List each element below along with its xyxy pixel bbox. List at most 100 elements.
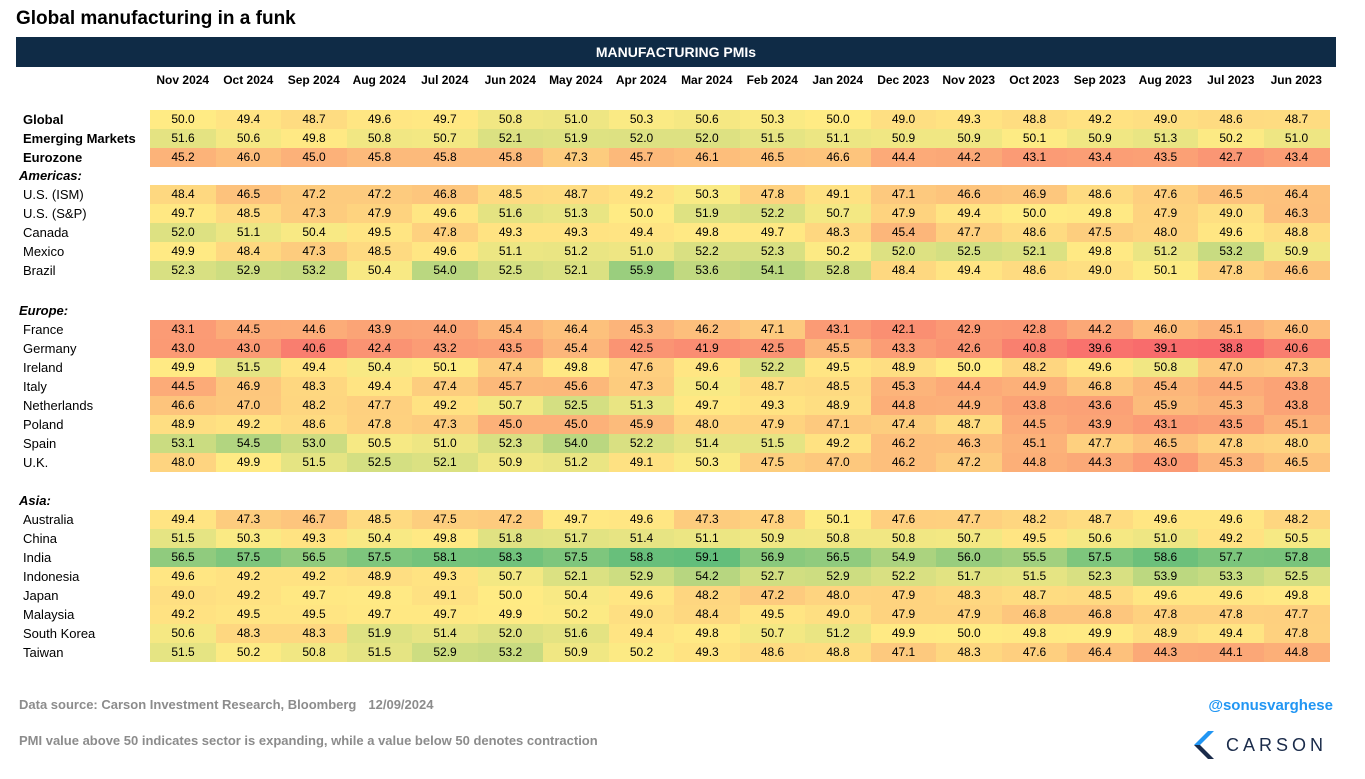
heatmap-cell: 44.2 [1067,320,1134,339]
heatmap-cell: 48.9 [805,396,872,415]
heatmap-cell: 43.6 [1067,396,1134,415]
heatmap-cell: 50.4 [346,261,413,280]
heatmap-cell: 47.7 [936,510,1003,529]
heatmap-cell: 50.1 [412,358,479,377]
heatmap-cell: 53.6 [674,261,741,280]
data-source-text: Data source: Carson Investment Research,… [19,697,357,712]
heatmap-cell: 52.0 [150,223,217,242]
heatmap-cell: 49.8 [1263,586,1330,605]
twitter-handle[interactable]: @sonusvarghese [1208,697,1333,714]
heatmap-cell: 49.2 [805,434,872,453]
column-header: Sep 2023 [1073,73,1126,87]
heatmap-cell: 42.7 [1198,148,1265,167]
heatmap-cell: 50.9 [543,643,610,662]
heatmap-cell: 49.4 [1198,624,1265,643]
heatmap-cell: 47.3 [412,415,479,434]
heatmap-cell: 52.9 [215,261,282,280]
heatmap-cell: 52.2 [739,204,806,223]
heatmap-cell: 47.2 [346,185,413,204]
heatmap-cell: 50.9 [1263,242,1330,261]
data-source: Data source: Carson Investment Research,… [19,697,433,712]
heatmap-cell: 44.5 [150,377,217,396]
heatmap-cell: 43.8 [1263,396,1330,415]
heatmap-cell: 47.4 [870,415,937,434]
heatmap-cell: 49.7 [346,605,413,624]
heatmap-cell: 47.9 [870,586,937,605]
row-label: Taiwan [23,645,64,660]
heatmap-cell: 50.0 [477,586,544,605]
heatmap-cell: 47.8 [1198,605,1265,624]
heatmap-cell: 50.9 [936,129,1003,148]
heatmap-cell: 49.7 [543,510,610,529]
row-label: Netherlands [23,398,94,413]
heatmap-cell: 48.0 [1132,223,1199,242]
heatmap-cell: 50.1 [805,510,872,529]
heatmap-cell: 50.3 [674,185,741,204]
heatmap-cell: 52.5 [477,261,544,280]
heatmap-cell: 51.5 [150,643,217,662]
heatmap-cell: 44.5 [1001,415,1068,434]
heatmap-cell: 49.2 [281,567,348,586]
heatmap-cell: 50.8 [477,110,544,129]
heatmap-cell: 49.9 [150,358,217,377]
heatmap-cell: 39.6 [1067,339,1134,358]
heatmap-cell: 44.9 [936,396,1003,415]
heatmap-cell: 51.4 [674,434,741,453]
heatmap-cell: 49.8 [412,529,479,548]
heatmap-cell: 49.9 [1067,624,1134,643]
row-label: Brazil [23,263,56,278]
heatmap-cell: 50.8 [805,529,872,548]
heatmap-cell: 57.5 [543,548,610,567]
heatmap-cell: 47.2 [281,185,348,204]
heatmap-cell: 45.1 [1263,415,1330,434]
heatmap-cell: 50.2 [608,643,675,662]
heatmap-cell: 46.8 [1067,377,1134,396]
heatmap-cell: 48.6 [1001,261,1068,280]
heatmap-cell: 47.8 [412,223,479,242]
heatmap-cell: 51.3 [1132,129,1199,148]
heatmap-cell: 43.1 [805,320,872,339]
heatmap-cell: 53.1 [150,434,217,453]
heatmap-cell: 50.7 [739,624,806,643]
heatmap-cell: 49.8 [674,223,741,242]
heatmap-cell: 50.9 [739,529,806,548]
heatmap-cell: 47.7 [1263,605,1330,624]
heatmap-cell: 49.3 [281,529,348,548]
heatmap-cell: 50.0 [936,624,1003,643]
heatmap-cell: 45.1 [1001,434,1068,453]
heatmap-cell: 46.2 [674,320,741,339]
heatmap-cell: 49.3 [477,223,544,242]
column-header: Nov 2024 [156,73,210,87]
carson-logo-icon [1193,731,1214,759]
heatmap-cell: 45.3 [870,377,937,396]
row-label: Canada [23,225,69,240]
heatmap-cell: 49.6 [346,110,413,129]
heatmap-cell: 47.6 [608,358,675,377]
heatmap-cell: 47.1 [870,643,937,662]
row-label: South Korea [23,626,96,641]
column-header: May 2024 [549,73,603,87]
heatmap-cell: 49.9 [870,624,937,643]
heatmap-cell: 49.2 [1067,110,1134,129]
column-header: Jul 2023 [1207,73,1255,87]
heatmap-cell: 49.0 [150,586,217,605]
heatmap-cell: 51.0 [412,434,479,453]
heatmap-cell: 56.5 [805,548,872,567]
heatmap-cell: 48.2 [1001,510,1068,529]
heatmap-cell: 40.8 [1001,339,1068,358]
heatmap-cell: 55.5 [1001,548,1068,567]
heatmap-cell: 51.4 [412,624,479,643]
row-label: Spain [23,436,57,451]
heatmap-cell: 56.5 [281,548,348,567]
heatmap-cell: 48.4 [150,185,217,204]
heatmap-cell: 46.6 [150,396,217,415]
heatmap-cell: 52.1 [412,453,479,472]
heatmap-cell: 44.2 [936,148,1003,167]
heatmap-cell: 49.1 [412,586,479,605]
heatmap-cell: 52.2 [674,242,741,261]
heatmap-cell: 48.3 [936,643,1003,662]
heatmap-cell: 47.3 [281,204,348,223]
heatmap-cell: 44.4 [936,377,1003,396]
heatmap-cell: 50.4 [346,529,413,548]
heatmap-cell: 43.5 [477,339,544,358]
